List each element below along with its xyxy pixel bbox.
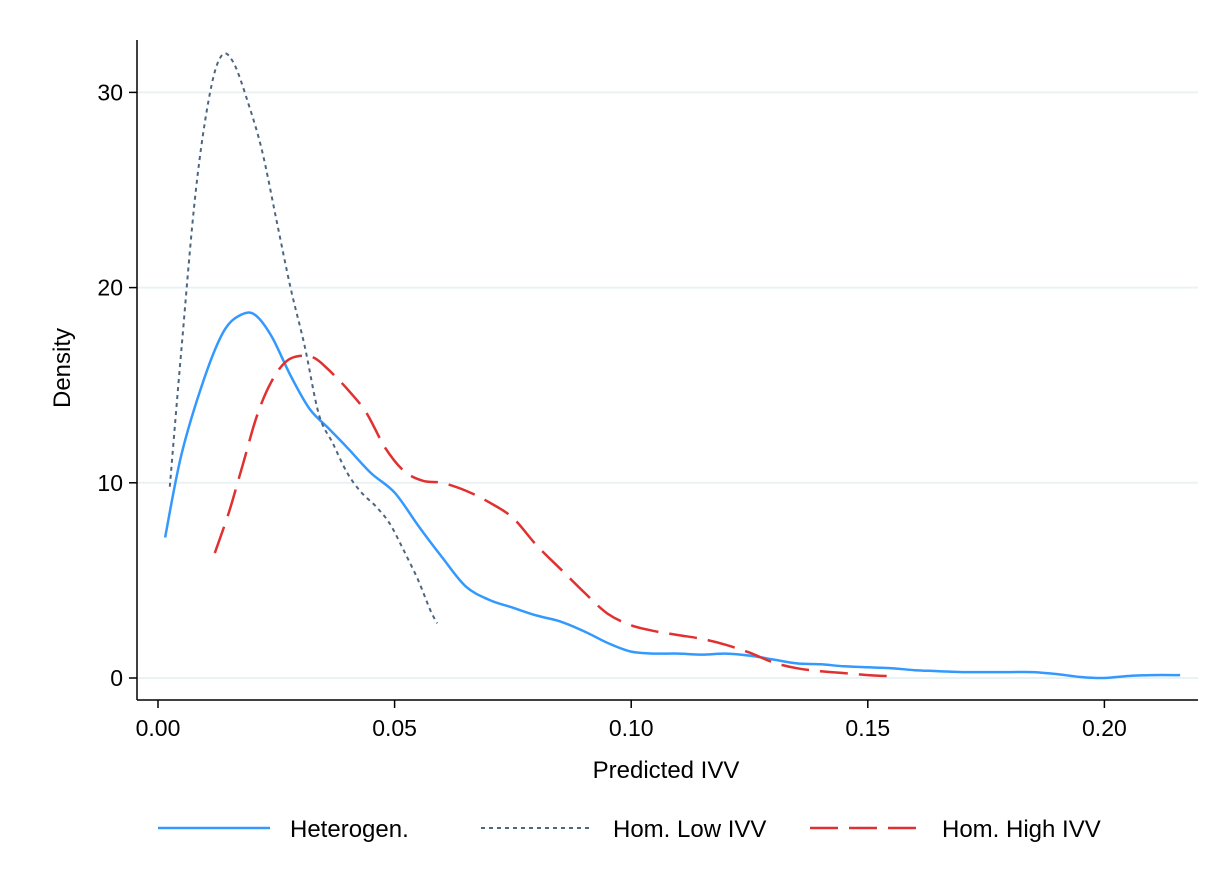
legend: Heterogen. Hom. Low IVV Hom. High IVV [158,816,1101,843]
y-tick-label: 30 [97,79,123,105]
series-line-hom-low-ivv [168,52,439,624]
legend-label-hom-high-ivv: Hom. High IVV [942,816,1101,843]
y-axis-label: Density [49,328,76,408]
gridlines [137,91,1198,679]
x-tick-label: 0.15 [845,715,890,741]
axes [129,40,1198,708]
y-tick-label: 10 [97,470,123,496]
tick-labels: 0 10 20 30 0.00 0.05 0.10 0.15 0.20 [97,79,1126,741]
series-line-hom-high-ivv [213,354,887,678]
y-tick-label: 20 [97,275,123,301]
series-lines [163,52,1181,680]
x-tick-label: 0.00 [136,715,181,741]
x-tick-label: 0.20 [1082,715,1127,741]
x-tick-label: 0.05 [372,715,417,741]
series-line-heterogen [163,311,1181,680]
x-axis-label: Predicted IVV [593,757,740,784]
legend-label-hom-low-ivv: Hom. Low IVV [613,816,766,843]
x-tick-label: 0.10 [609,715,654,741]
legend-label-heterogen: Heterogen. [290,816,409,843]
y-tick-label: 0 [110,665,123,691]
